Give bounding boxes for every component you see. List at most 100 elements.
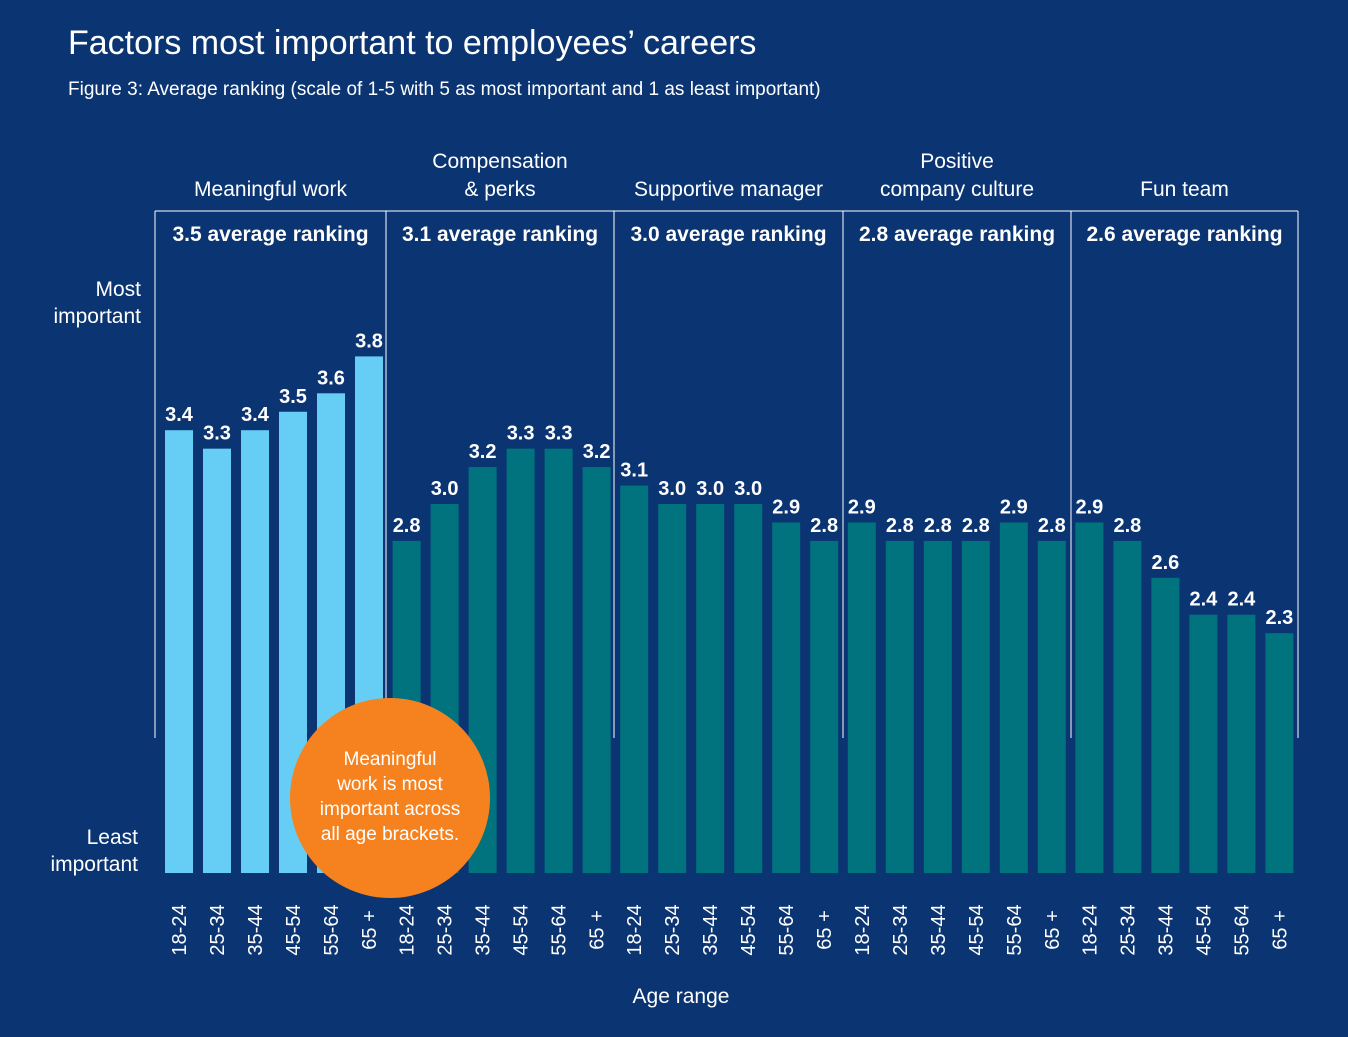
group-label: & perks (464, 178, 535, 201)
x-tick-label: 25-34 (1117, 904, 1139, 955)
bar-value-label: 3.3 (545, 423, 573, 445)
x-tick-label: 18-24 (397, 904, 419, 955)
bar-value-label: 2.8 (886, 515, 914, 537)
bar-value-label: 2.6 (1151, 552, 1179, 574)
x-tick-label: 45-54 (738, 904, 760, 955)
group-label: Fun team (1140, 178, 1229, 201)
bar (734, 504, 763, 873)
bar-value-label: 3.6 (317, 367, 345, 389)
bar (1037, 540, 1066, 873)
bar (1075, 522, 1104, 873)
bar (241, 430, 269, 873)
x-tick-label: 55-64 (321, 904, 343, 955)
x-tick-label: 45-54 (511, 904, 533, 955)
x-tick-label: 35-44 (1155, 904, 1177, 955)
bar (847, 522, 876, 873)
x-tick-label: 55-64 (776, 904, 798, 955)
bar-value-label: 3.4 (241, 404, 270, 426)
group-label: Meaningful work (194, 178, 347, 201)
x-tick-label: 35-44 (473, 904, 495, 955)
x-tick-label: 18-24 (1079, 904, 1101, 955)
group-average-label: 3.5 average ranking (172, 223, 368, 246)
bar (582, 467, 611, 873)
y-axis-label-top: important (53, 305, 141, 328)
x-tick-label: 18-24 (624, 904, 646, 955)
bar (1227, 614, 1256, 873)
y-axis-label-top: Most (95, 278, 141, 301)
group-average-label: 2.6 average ranking (1086, 223, 1282, 246)
bar (544, 448, 573, 873)
group-label: company culture (880, 178, 1034, 201)
bar-value-label: 3.0 (658, 478, 686, 500)
x-tick-label: 35-44 (245, 904, 267, 955)
bar (696, 504, 725, 873)
x-tick-label: 45-54 (966, 904, 988, 955)
bar (506, 448, 535, 873)
bar (961, 540, 990, 873)
bar-value-label: 3.4 (165, 404, 194, 426)
group-average-label: 3.1 average ranking (402, 223, 598, 246)
x-tick-label: 35-44 (928, 904, 950, 955)
chart-title: Factors most important to employees’ car… (68, 24, 757, 62)
x-axis-label: Age range (633, 985, 730, 1008)
x-tick-label: 65 + (1042, 910, 1064, 949)
x-tick-label: 65 + (1269, 910, 1291, 949)
annotation-text: Meaningful (344, 749, 437, 770)
x-tick-label: 25-34 (207, 904, 229, 955)
bar (885, 540, 914, 873)
bar (772, 522, 801, 873)
bar-value-label: 2.8 (924, 515, 952, 537)
bar-value-label: 2.9 (848, 496, 876, 518)
x-tick-label: 55-64 (549, 904, 571, 955)
bar (1189, 614, 1218, 873)
bar-value-label: 3.2 (469, 441, 497, 463)
group-average-label: 2.8 average ranking (859, 223, 1055, 246)
x-tick-label: 35-44 (700, 904, 722, 955)
bar-value-label: 3.0 (696, 478, 724, 500)
bar-value-label: 2.8 (393, 515, 421, 537)
y-axis-label-bottom: Least (87, 826, 139, 849)
bar (1265, 633, 1294, 873)
bar-value-label: 2.9 (1075, 496, 1103, 518)
x-tick-label: 55-64 (1231, 904, 1253, 955)
x-tick-label: 25-34 (435, 904, 457, 955)
bar (658, 504, 687, 873)
group-label: Positive (920, 150, 994, 173)
bar (810, 540, 839, 873)
bar-value-label: 3.1 (620, 460, 648, 482)
bar-value-label: 3.5 (279, 386, 307, 408)
bar-value-label: 3.3 (203, 423, 231, 445)
x-tick-label: 18-24 (169, 904, 191, 955)
x-tick-label: 25-34 (662, 904, 684, 955)
bar-value-label: 3.2 (583, 441, 611, 463)
bar (923, 540, 952, 873)
bar-value-label: 2.8 (1113, 515, 1141, 537)
x-tick-label: 55-64 (1004, 904, 1026, 955)
bar-value-label: 2.4 (1227, 589, 1256, 611)
annotation-text: work is most (336, 774, 443, 795)
bar (999, 522, 1028, 873)
annotation-bubble (290, 698, 490, 898)
bar-value-label: 2.9 (772, 496, 800, 518)
group-average-label: 3.0 average ranking (630, 223, 826, 246)
bar (1113, 540, 1142, 873)
bar-value-label: 2.8 (1038, 515, 1066, 537)
bar-value-label: 2.3 (1265, 607, 1293, 629)
bar-value-label: 3.3 (507, 423, 535, 445)
x-tick-label: 45-54 (1193, 904, 1215, 955)
annotation-text: all age brackets. (321, 824, 459, 845)
bar (1151, 577, 1180, 873)
bar (620, 485, 649, 873)
x-tick-label: 18-24 (852, 904, 874, 955)
x-tick-label: 65 + (359, 910, 381, 949)
x-tick-label: 65 + (587, 910, 609, 949)
bar (165, 430, 193, 873)
bar-value-label: 3.0 (431, 478, 459, 500)
bar-value-label: 2.8 (810, 515, 838, 537)
bar-value-label: 3.8 (355, 330, 383, 352)
bar-value-label: 2.4 (1189, 589, 1218, 611)
chart-subtitle: Figure 3: Average ranking (scale of 1-5 … (68, 79, 821, 100)
annotation-text: important across (320, 799, 460, 820)
bar (203, 448, 231, 873)
